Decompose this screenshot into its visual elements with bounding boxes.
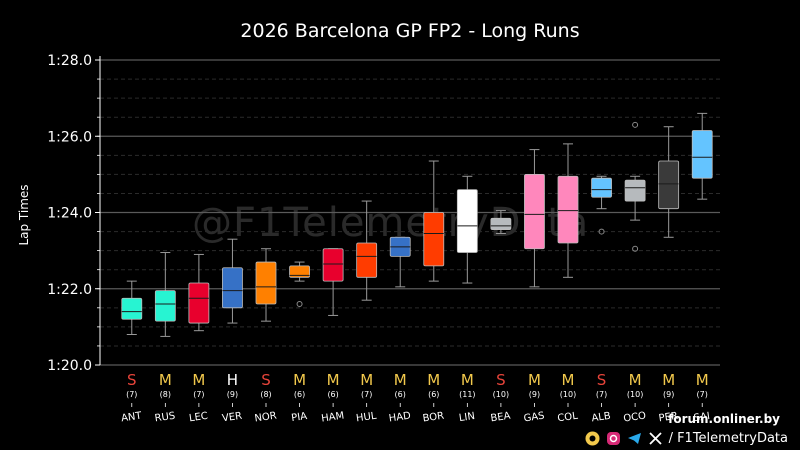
- x-tick-label: ANT: [121, 411, 144, 425]
- y-tick-label: 1:26.0: [47, 129, 92, 145]
- lap-count-label: (8): [260, 390, 271, 399]
- compound-label: S: [261, 371, 271, 389]
- x-tick-label: ALB: [591, 411, 612, 425]
- compound-label: M: [427, 371, 440, 389]
- compound-label: H: [227, 371, 238, 389]
- x-tick-label: COL: [557, 411, 579, 425]
- box-bea: [490, 217, 512, 231]
- box-per: [658, 160, 680, 210]
- lap-count-label: (11): [459, 390, 475, 399]
- box-bor: [423, 212, 445, 267]
- box-gas: [524, 173, 545, 250]
- y-tick-label: 1:28.0: [47, 53, 92, 69]
- x-tick-label: OCO: [623, 410, 647, 424]
- outlier-point: [632, 121, 639, 128]
- x-tick-label: PIA: [291, 411, 308, 424]
- instagram-icon[interactable]: [606, 431, 621, 446]
- compound-label: M: [662, 371, 675, 389]
- compound-label: M: [293, 371, 306, 389]
- lap-count-label: (7): [596, 390, 607, 399]
- x-tick-label: LIN: [458, 411, 475, 424]
- compound-label: S: [127, 371, 137, 389]
- box-oco: [624, 179, 646, 202]
- lap-count-label: (7): [697, 390, 708, 399]
- lap-count-label: (6): [395, 390, 406, 399]
- lap-count-label: (9): [663, 390, 674, 399]
- box-lin: [456, 189, 478, 253]
- x-tick-label: HUL: [355, 411, 377, 425]
- footer-handle: / F1TelemetryData: [668, 431, 788, 446]
- lap-count-label: (8): [160, 390, 171, 399]
- x-tick-label: BEA: [490, 411, 512, 425]
- y-tick-label: 1:20.0: [47, 358, 92, 374]
- compound-label: S: [597, 371, 607, 389]
- box-rus: [154, 290, 176, 322]
- compound-label: M: [327, 371, 340, 389]
- lap-count-label: (6): [327, 390, 338, 399]
- box-sai: [691, 130, 713, 179]
- outlier-point: [598, 228, 605, 235]
- x-tick-label: LEC: [188, 411, 208, 425]
- compound-label: M: [696, 371, 709, 389]
- onliner-icon[interactable]: [585, 431, 600, 446]
- box-alb: [591, 177, 612, 198]
- compound-label: S: [496, 371, 506, 389]
- plot-area: 1:20.01:22.01:24.01:26.01:28.0S(7)ANTM(8…: [47, 53, 720, 425]
- lap-count-label: (7): [126, 390, 137, 399]
- outlier-point: [296, 301, 303, 307]
- compound-label: M: [360, 371, 373, 389]
- lap-count-label: (9): [529, 390, 540, 399]
- box-nor: [255, 261, 277, 305]
- box-ver: [222, 267, 243, 309]
- compound-label: M: [528, 371, 541, 389]
- x-tick-label: HAD: [388, 411, 412, 425]
- box-pia: [289, 265, 310, 278]
- outlier-point: [632, 245, 639, 252]
- box-hul: [356, 242, 378, 278]
- y-axis-label: Lap Times: [17, 184, 31, 245]
- compound-label: M: [629, 371, 642, 389]
- x-tick-label: PER: [658, 411, 679, 425]
- y-tick-label: 1:22.0: [47, 282, 92, 298]
- box-ant: [121, 297, 143, 320]
- compound-label: M: [192, 371, 205, 389]
- x-tick-label: VER: [221, 411, 242, 425]
- compound-label: M: [461, 371, 474, 389]
- footer-site: forum.onliner.by: [668, 412, 780, 426]
- y-tick-label: 1:24.0: [47, 206, 92, 222]
- telegram-icon[interactable]: [627, 431, 642, 446]
- lap-count-label: (6): [294, 390, 305, 399]
- chart-title: 2026 Barcelona GP FP2 - Long Runs: [240, 20, 579, 42]
- lap-count-label: (7): [193, 390, 204, 399]
- lap-count-label: (10): [493, 390, 509, 399]
- x-icon[interactable]: [648, 431, 663, 446]
- x-tick-label: GAS: [523, 411, 545, 425]
- x-tick-label: BOR: [422, 411, 445, 425]
- lap-count-label: (10): [627, 390, 643, 399]
- lap-count-label: (9): [227, 390, 238, 399]
- footer: forum.onliner.by / F1TelemetryData: [585, 412, 788, 446]
- x-tick-label: RUS: [154, 411, 176, 425]
- x-tick-label: SAI: [693, 411, 711, 424]
- box-lec: [188, 282, 210, 324]
- box-ham: [322, 248, 344, 282]
- compound-label: M: [159, 371, 172, 389]
- lap-count-label: (6): [428, 390, 439, 399]
- compound-label: M: [562, 371, 575, 389]
- compound-label: M: [394, 371, 407, 389]
- lap-count-label: (10): [560, 390, 576, 399]
- box-col: [557, 175, 579, 244]
- lap-count-label: (7): [361, 390, 372, 399]
- x-tick-label: NOR: [254, 411, 278, 425]
- x-tick-label: HAM: [321, 410, 345, 424]
